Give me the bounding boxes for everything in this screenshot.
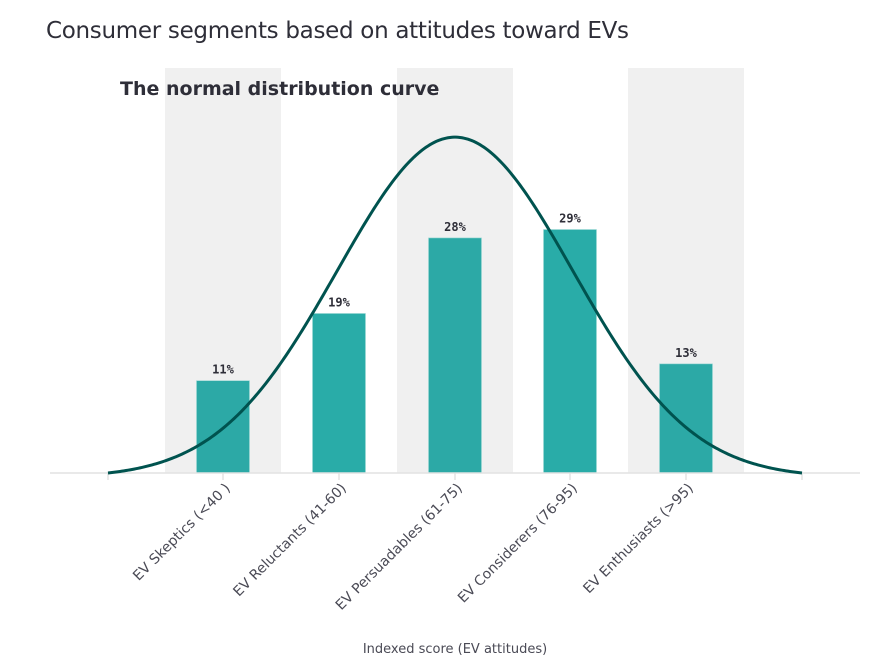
- data-label: 19%: [328, 295, 350, 309]
- x-axis-title: Indexed score (EV attitudes): [363, 642, 547, 657]
- bar: [543, 229, 597, 474]
- chart-subtitle: The normal distribution curve: [120, 78, 439, 100]
- x-tick-label: EV Considerers (76-95): [455, 481, 581, 607]
- chart-title: Consumer segments based on attitudes tow…: [46, 18, 629, 44]
- data-label: 29%: [559, 212, 581, 226]
- bar: [312, 313, 366, 474]
- data-label: 28%: [444, 220, 466, 234]
- bar: [659, 363, 713, 474]
- x-tick-label: EV Reluctants (41-60): [230, 481, 349, 600]
- data-label: 13%: [675, 346, 697, 360]
- x-tick-label: EV Persuadables (61-75): [333, 481, 466, 614]
- bar: [428, 237, 482, 474]
- data-label: 11%: [212, 363, 234, 377]
- normal-distribution-curve: [107, 135, 803, 475]
- x-tick-label: EV Enthusiasts (>95): [580, 481, 696, 597]
- x-tick-label: EV Skeptics (<40 ): [130, 481, 234, 585]
